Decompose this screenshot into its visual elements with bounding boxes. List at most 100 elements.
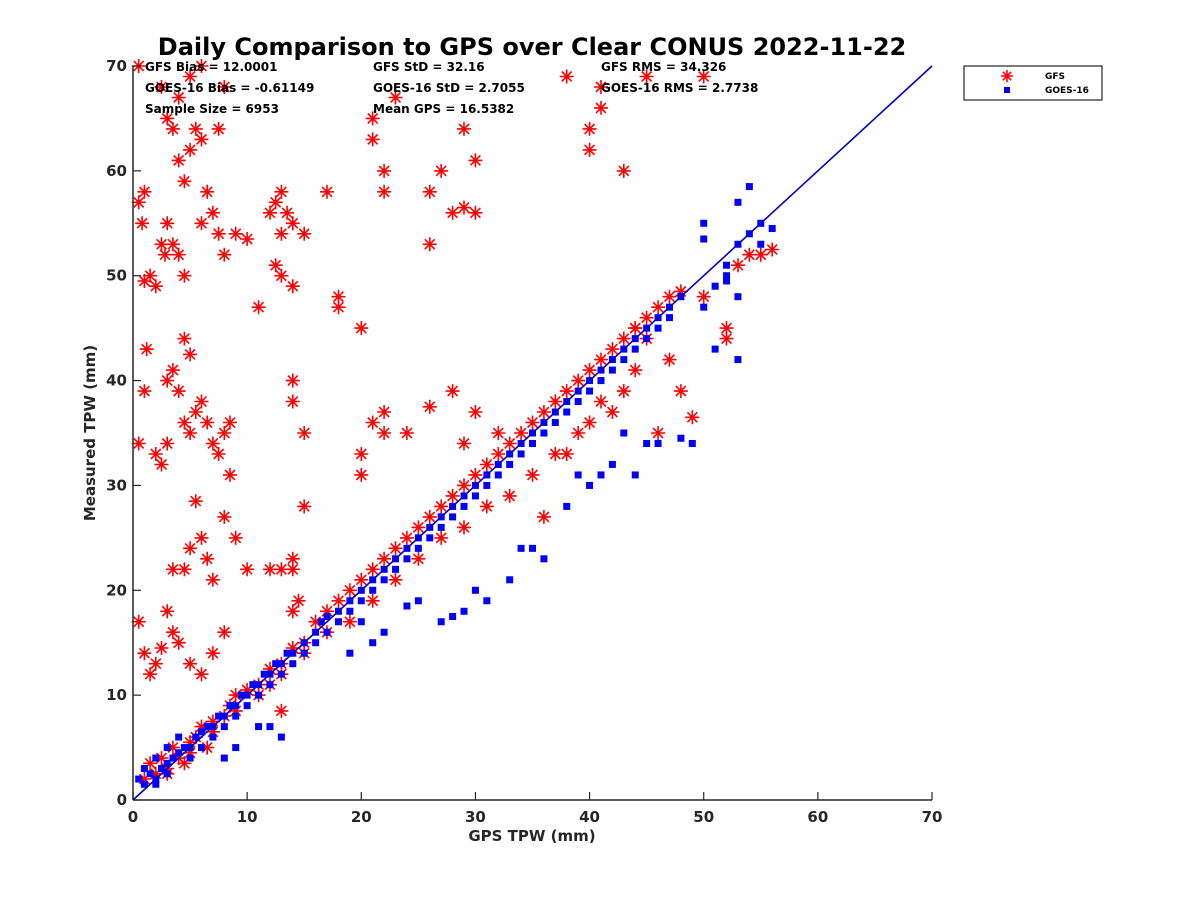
- goes-16-point: [140, 765, 148, 773]
- goes-16-point: [757, 240, 765, 248]
- goes-16-point: [403, 555, 411, 563]
- gfs-point: [651, 426, 666, 440]
- goes-16-point: [734, 198, 742, 206]
- goes-16-point: [734, 356, 742, 364]
- gfs-point: [160, 436, 175, 451]
- gfs-point: [719, 321, 734, 336]
- gfs-point: [200, 740, 215, 755]
- gfs-point: [377, 426, 392, 440]
- goes-16-point: [163, 770, 171, 778]
- gfs-point: [365, 111, 380, 126]
- goes-16-point: [175, 749, 183, 757]
- goes-16-point: [483, 481, 491, 489]
- gfs-point: [171, 153, 186, 168]
- gfs-point: [143, 756, 158, 771]
- gfs-point: [377, 551, 392, 566]
- gfs-point: [183, 745, 198, 760]
- gfs-point: [154, 457, 169, 472]
- goes-16-point: [574, 471, 582, 479]
- gfs-point: [719, 331, 734, 346]
- gfs-point: [594, 100, 608, 115]
- goes-16-point: [266, 681, 274, 689]
- gfs-point: [211, 226, 226, 241]
- goes-16-point: [529, 439, 536, 447]
- gfs-point: [331, 289, 346, 304]
- gfs-point: [154, 237, 169, 252]
- goes-16-point: [197, 728, 205, 736]
- gfs-point: [200, 551, 215, 566]
- gfs-point: [135, 216, 150, 231]
- gfs-point: [594, 394, 608, 409]
- goes-16-point: [494, 471, 502, 479]
- gfs-point: [228, 688, 243, 703]
- goes-16-point: [180, 744, 188, 752]
- gfs-point: [165, 121, 180, 136]
- gfs-point: [228, 530, 243, 545]
- gfs-point: [422, 237, 437, 252]
- gfs-point: [571, 426, 586, 440]
- gfs-point: [491, 426, 506, 440]
- gfs-point: [559, 447, 574, 461]
- legend-item-goes-16: GOES-16: [1004, 86, 1089, 96]
- gfs-point: [171, 247, 186, 262]
- gfs-point: [211, 447, 226, 461]
- gfs-point: [160, 604, 175, 619]
- gfs-std-text: GFS StD = 32.16: [373, 60, 485, 74]
- goes-16-point: [723, 272, 731, 280]
- gfs-point: [158, 247, 172, 262]
- gfs-point: [251, 300, 266, 315]
- goes-16-point: [654, 439, 662, 447]
- goes-16-point: [163, 744, 171, 752]
- goes-16-point: [243, 702, 251, 710]
- gfs-point: [154, 751, 169, 766]
- goes-16-point: [289, 660, 297, 668]
- gfs-point: [320, 604, 334, 619]
- gfs-point: [148, 447, 163, 461]
- gfs-point: [548, 447, 563, 461]
- goes-16-point: [266, 723, 274, 731]
- gfs-legend-marker: [1001, 70, 1013, 82]
- gfs-point: [177, 174, 192, 189]
- gfs-point: [280, 205, 295, 220]
- gfs-point: [160, 111, 175, 126]
- goes-16-point: [449, 613, 457, 620]
- gfs-point: [177, 268, 192, 283]
- gfs-point: [194, 216, 209, 231]
- gfs-point: [183, 69, 198, 84]
- gfs-point: [445, 488, 460, 503]
- goes-16-point: [414, 597, 422, 605]
- y-tick-label: 60: [106, 162, 127, 180]
- gfs-point: [183, 735, 198, 750]
- goes-16-point: [135, 775, 143, 783]
- chart-title: Daily Comparison to GPS over Clear CONUS…: [158, 33, 906, 61]
- goes-16-point: [711, 345, 719, 353]
- gfs-point: [268, 195, 283, 210]
- gfs-point: [205, 714, 220, 729]
- mean-gps-text: Mean GPS = 16.5382: [373, 102, 514, 116]
- gfs-point: [165, 237, 180, 252]
- gfs-point: [183, 656, 198, 671]
- goes-16-point: [369, 639, 377, 647]
- gfs-point: [200, 415, 215, 430]
- gfs-point: [616, 331, 631, 346]
- goes-16-point: [312, 639, 320, 647]
- gfs-point: [468, 405, 483, 419]
- goes-16-point: [608, 460, 616, 468]
- goes-16-point: [186, 754, 194, 762]
- gfs-point: [217, 509, 232, 524]
- gfs-point: [211, 121, 226, 136]
- y-tick-label: 0: [117, 791, 127, 809]
- goes-16-point: [346, 607, 354, 615]
- gfs-point: [274, 268, 289, 283]
- goes-16-point: [146, 770, 154, 778]
- gfs-point: [696, 69, 711, 84]
- gfs-point: [457, 520, 471, 535]
- gfs-point: [582, 415, 597, 430]
- gfs-point: [131, 195, 146, 210]
- goes-16-point: [700, 303, 708, 311]
- gfs-bias-text: GFS Bias = 12.0001: [145, 60, 277, 74]
- gfs-point: [188, 121, 203, 136]
- gfs-point: [479, 457, 494, 472]
- gfs-point: [582, 142, 597, 157]
- gfs-point: [434, 499, 449, 514]
